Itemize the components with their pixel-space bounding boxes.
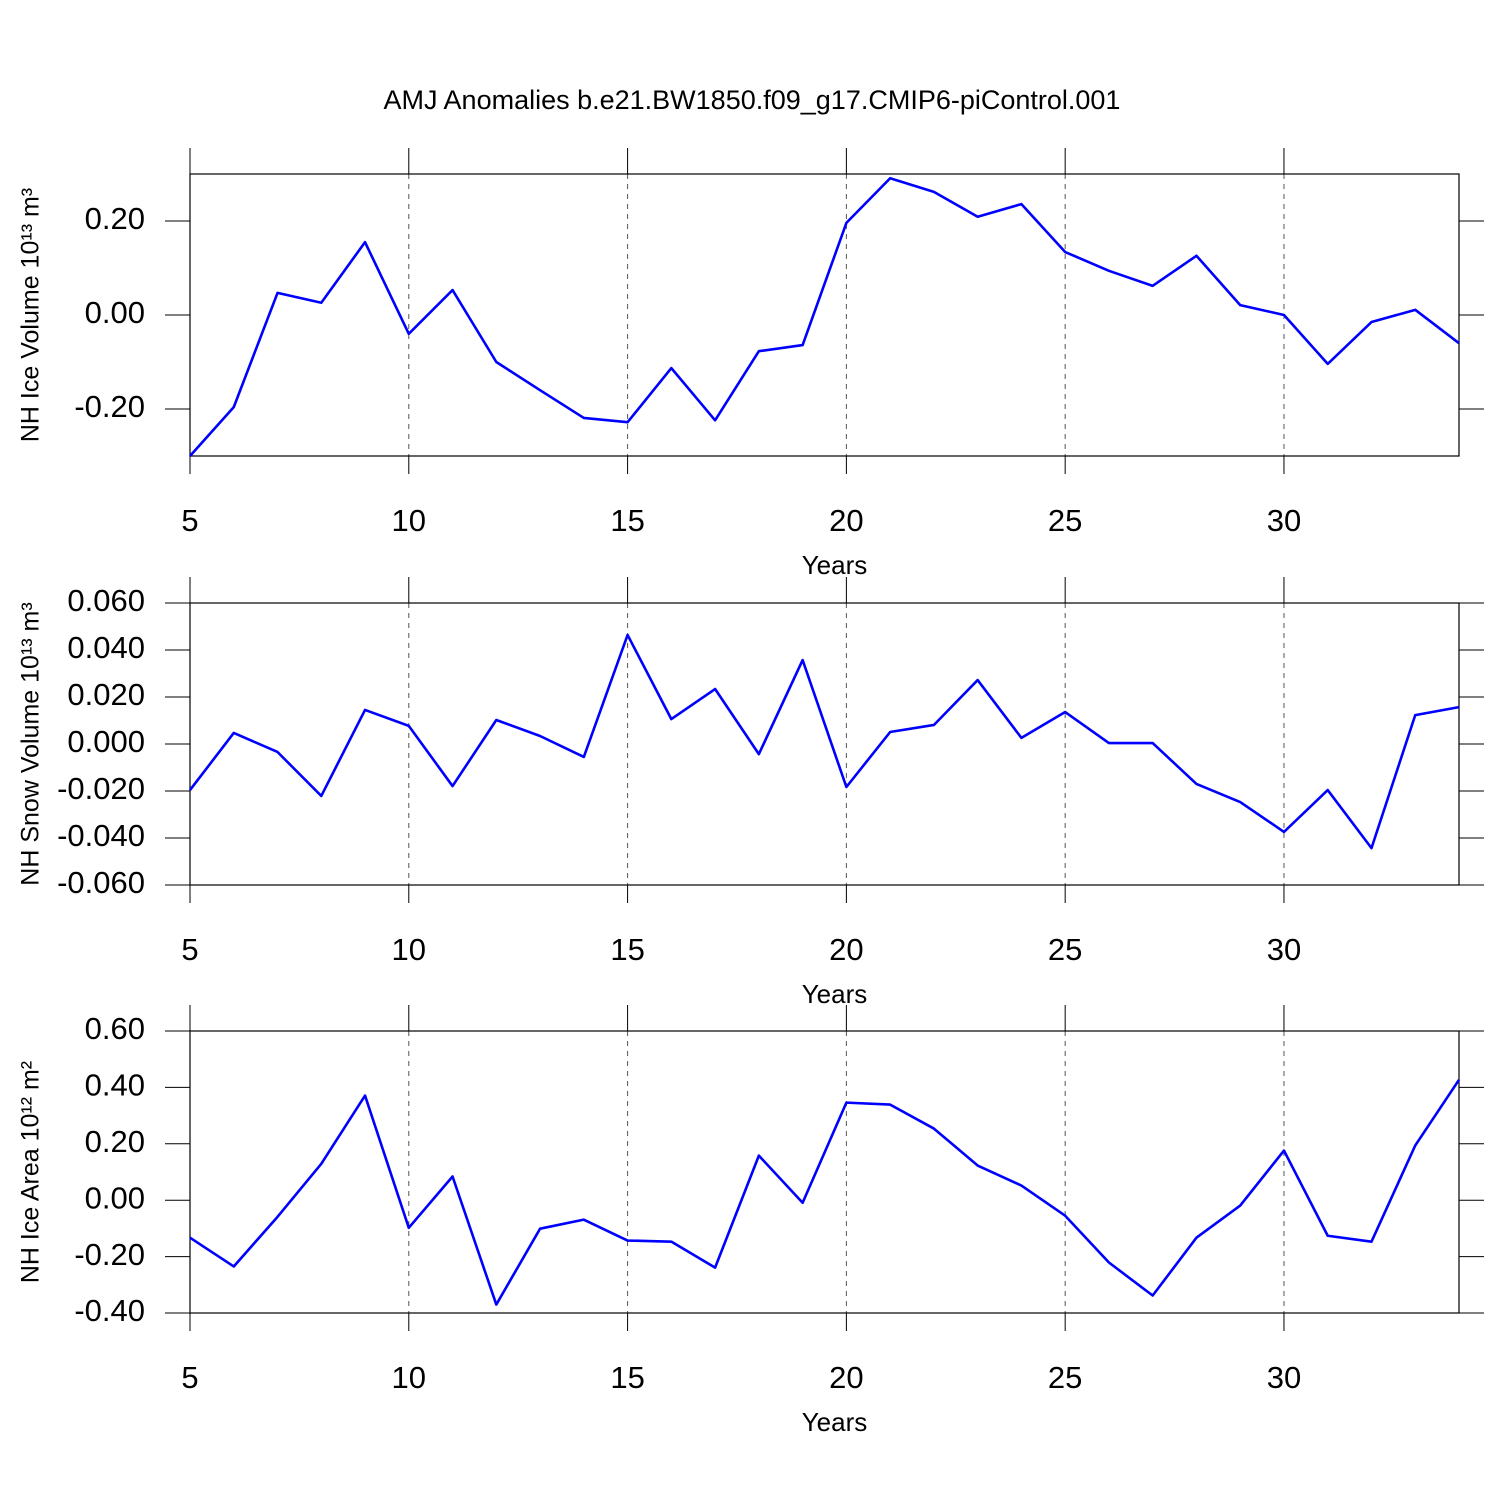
x-tick-label: 30 xyxy=(1267,932,1301,967)
y-tick-label: 0.00 xyxy=(85,1180,145,1215)
x-tick-label: 10 xyxy=(392,503,426,538)
y-tick-label: 0.00 xyxy=(85,295,145,330)
x-tick-label: 25 xyxy=(1048,932,1082,967)
x-tick-label: 5 xyxy=(181,503,198,538)
y-axis-label: NH Ice Volume 10¹³ m³ xyxy=(17,188,45,442)
y-tick-label: -0.40 xyxy=(74,1293,145,1328)
y-tick-label: 0.60 xyxy=(85,1011,145,1046)
x-tick-label: 10 xyxy=(392,932,426,967)
x-tick-label: 15 xyxy=(610,503,644,538)
figure-title: AMJ Anomalies b.e21.BW1850.f09_g17.CMIP6… xyxy=(384,85,1121,115)
x-tick-label: 20 xyxy=(829,932,863,967)
y-tick-label: -0.040 xyxy=(57,818,145,853)
x-tick-label: 30 xyxy=(1267,503,1301,538)
y-tick-label: -0.20 xyxy=(74,389,145,424)
x-tick-label: 20 xyxy=(829,1360,863,1395)
plot-frame xyxy=(189,173,1460,457)
data-line xyxy=(188,633,1460,850)
x-axis-label: Years xyxy=(802,979,868,1009)
y-tick-label: 0.20 xyxy=(85,201,145,236)
data-line xyxy=(189,1079,1461,1306)
x-tick-label: 5 xyxy=(181,932,198,967)
y-tick-label: 0.40 xyxy=(85,1068,145,1103)
plot-frame xyxy=(189,602,1460,886)
y-tick-label: 0.040 xyxy=(67,630,145,665)
x-tick-label: 25 xyxy=(1048,503,1082,538)
y-axis-label: NH Ice Area 10¹² m² xyxy=(17,1061,45,1283)
y-tick-label: -0.060 xyxy=(57,865,145,900)
x-tick-label: 15 xyxy=(610,932,644,967)
y-axis-label: NH Snow Volume 10¹³ m³ xyxy=(17,602,45,885)
y-tick-label: 0.000 xyxy=(67,724,145,759)
x-axis-label: Years xyxy=(802,550,868,580)
x-tick-label: 15 xyxy=(610,1360,644,1395)
x-tick-label: 25 xyxy=(1048,1360,1082,1395)
y-tick-label: 0.060 xyxy=(67,583,145,618)
plot-frame xyxy=(189,1030,1460,1314)
x-tick-label: 20 xyxy=(829,503,863,538)
x-tick-label: 30 xyxy=(1267,1360,1301,1395)
x-tick-label: 5 xyxy=(181,1360,198,1395)
x-tick-label: 10 xyxy=(392,1360,426,1395)
y-tick-label: -0.020 xyxy=(57,771,145,806)
y-tick-label: 0.20 xyxy=(85,1124,145,1159)
x-axis-label: Years xyxy=(802,1407,868,1437)
data-line xyxy=(189,176,1460,457)
y-tick-label: -0.20 xyxy=(74,1237,145,1272)
y-tick-label: 0.020 xyxy=(67,677,145,712)
